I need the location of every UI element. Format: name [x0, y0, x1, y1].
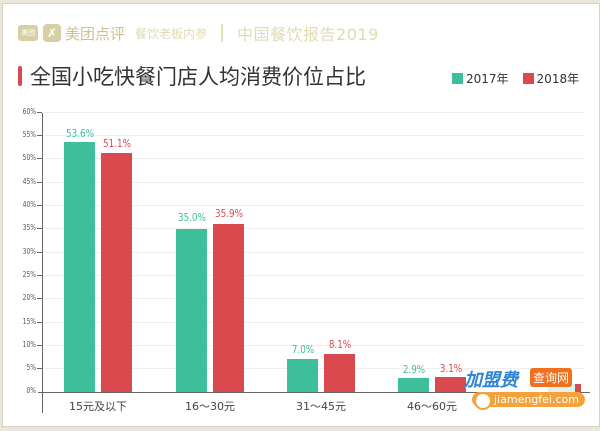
bar-2017-31-45	[287, 359, 318, 392]
bar-2018-15-below	[101, 153, 132, 392]
y-tick	[37, 158, 42, 159]
magnifier-icon	[474, 392, 492, 410]
legend-label: 2018年	[536, 72, 580, 86]
bar-2017-46-60	[398, 378, 429, 392]
grid-line	[44, 158, 584, 159]
y-tick	[37, 228, 42, 229]
y-tick-label: 45%	[22, 177, 36, 186]
y-tick-label: 0%	[26, 386, 36, 395]
y-tick-label: 30%	[22, 247, 36, 256]
y-tick-label: 55%	[22, 130, 36, 139]
value-label: 7.0%	[291, 343, 315, 356]
value-label: 35.0%	[178, 211, 206, 224]
y-tick-label: 35%	[22, 223, 36, 232]
dianping-logo-icon: ✗	[43, 24, 61, 42]
y-tick-label: 10%	[22, 340, 36, 349]
y-tick-label: 20%	[22, 293, 36, 302]
y-tick	[37, 135, 42, 136]
report-header: 美团 ✗ 美团点评 餐饮老板内参 中国餐饮报告2019	[18, 18, 379, 48]
y-tick	[37, 275, 42, 276]
value-label: 3.1%	[439, 362, 463, 375]
y-tick	[37, 322, 42, 323]
bar-2018-60-above	[575, 384, 581, 392]
legend-label: 2017年	[466, 72, 509, 86]
grid-line	[44, 205, 584, 206]
value-label: 35.9%	[215, 207, 243, 220]
y-tick-label: 60%	[22, 107, 36, 116]
grid-line	[44, 135, 584, 136]
y-tick-label: 40%	[22, 200, 36, 209]
bar-2018-16-30	[213, 224, 244, 392]
watermark: 加盟费 查询网 jiamengfei.com	[458, 366, 585, 416]
grid-line	[44, 182, 584, 183]
y-tick	[37, 368, 42, 369]
legend-swatch-2017	[452, 73, 463, 84]
value-label: 8.1%	[328, 338, 352, 351]
grid-line	[44, 228, 584, 229]
grid-line	[44, 252, 584, 253]
grid-line	[44, 298, 584, 299]
bar-2017-15-below	[64, 142, 95, 392]
y-tick-label: 5%	[26, 363, 36, 372]
y-tick-label: 25%	[22, 270, 36, 279]
y-tick	[37, 205, 42, 206]
legend-swatch-2018	[522, 73, 534, 84]
grid-line	[44, 275, 584, 276]
chart-title-bar: 全国小吃快餐门店人均消费价位占比	[18, 61, 366, 91]
bar-2017-16-30	[176, 229, 207, 392]
watermark-main: 加盟费	[464, 370, 518, 391]
y-tick	[37, 345, 42, 346]
y-tick	[37, 112, 42, 113]
x-category-label: 46～60元	[407, 400, 457, 413]
x-category-label: 16～30元	[185, 400, 235, 413]
brand-name: 美团点评	[65, 24, 126, 43]
grid-line	[44, 322, 584, 323]
y-tick	[37, 182, 42, 183]
sub-brand: 餐饮老板内参	[135, 26, 208, 41]
y-axis	[42, 113, 43, 413]
y-tick	[37, 298, 42, 299]
bar-2018-31-45	[324, 354, 355, 392]
bar-2018-46-60	[435, 377, 466, 392]
grid-line	[44, 112, 584, 113]
header-divider	[221, 24, 224, 42]
legend-item-2017: 2017年	[452, 70, 509, 87]
chart-title: 全国小吃快餐门店人均消费价位占比	[30, 65, 366, 89]
watermark-url: jiamengfei.com	[472, 392, 585, 407]
value-label: 2.9%	[402, 363, 426, 376]
title-accent-bar	[18, 66, 22, 86]
watermark-tag: 查询网	[530, 368, 573, 387]
meituan-logo: 美团	[18, 25, 38, 41]
bar-2017-60-above	[548, 384, 575, 392]
x-category-label: 15元及以下	[69, 400, 127, 413]
y-tick	[37, 252, 42, 253]
chart-legend: 2017年 2018年	[452, 70, 593, 87]
x-axis	[38, 392, 590, 393]
x-category-label: 31～45元	[296, 400, 346, 413]
y-tick-label: 50%	[22, 153, 36, 162]
legend-item-2018: 2018年	[522, 70, 580, 87]
grid-line	[44, 345, 584, 346]
report-title: 中国餐饮报告2019	[237, 25, 379, 44]
value-label: 53.6%	[66, 127, 94, 140]
y-tick-label: 15%	[22, 317, 36, 326]
value-label: 51.1%	[103, 137, 131, 150]
